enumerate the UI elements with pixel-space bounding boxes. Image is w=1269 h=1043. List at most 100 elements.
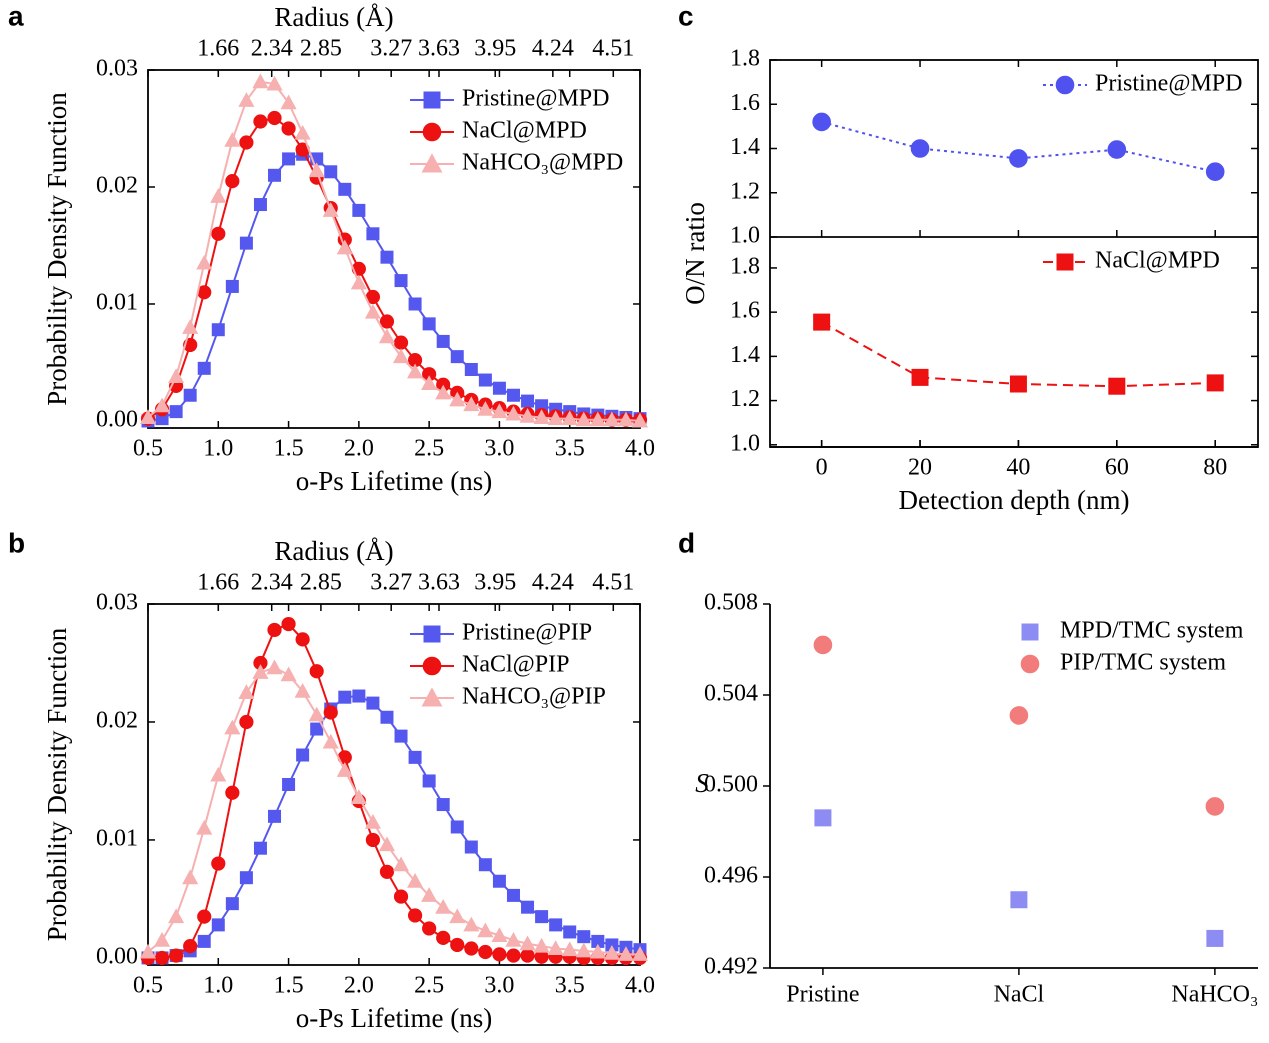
data-point bbox=[323, 705, 338, 720]
data-point bbox=[308, 162, 325, 178]
y-tick-label: 1.6 bbox=[730, 298, 760, 324]
data-point bbox=[197, 934, 211, 948]
data-point bbox=[338, 182, 352, 196]
data-point bbox=[491, 403, 508, 419]
data-point bbox=[1010, 891, 1028, 909]
data-point bbox=[1009, 706, 1029, 725]
data-point bbox=[1206, 929, 1224, 947]
legend-label: PIP/TMC system bbox=[1060, 650, 1226, 676]
data-point bbox=[422, 921, 437, 936]
data-point bbox=[449, 391, 466, 407]
legend-label: Pristine@PIP bbox=[462, 620, 592, 646]
data-point bbox=[225, 785, 240, 800]
data-point bbox=[393, 889, 409, 904]
y-tick-label: 0.492 bbox=[704, 954, 758, 980]
x-tick-label: 1.0 bbox=[203, 436, 233, 462]
data-point bbox=[392, 348, 410, 364]
x-tick-label: 20 bbox=[908, 455, 932, 481]
data-point bbox=[224, 719, 241, 735]
data-point bbox=[364, 303, 381, 319]
data-point bbox=[520, 948, 535, 963]
data-point bbox=[294, 683, 311, 698]
data-point bbox=[253, 841, 267, 855]
data-point bbox=[631, 946, 649, 961]
x2-tick-label: 3.27 bbox=[370, 570, 412, 596]
data-point bbox=[477, 401, 494, 416]
data-point bbox=[225, 897, 239, 911]
data-point bbox=[310, 722, 324, 736]
legend-label: Pristine@MPD bbox=[1095, 71, 1242, 97]
data-point bbox=[197, 361, 211, 375]
data-point bbox=[422, 774, 436, 788]
data-point bbox=[814, 809, 832, 827]
data-point bbox=[352, 689, 366, 703]
data-point bbox=[196, 819, 213, 835]
data-point bbox=[253, 114, 268, 129]
data-point bbox=[366, 227, 380, 241]
x-tick-label: 1.5 bbox=[274, 436, 304, 462]
data-point bbox=[533, 937, 550, 953]
data-point bbox=[182, 869, 199, 885]
data-point bbox=[1009, 149, 1028, 168]
data-point bbox=[365, 832, 381, 848]
x-tick-label: 1.5 bbox=[274, 973, 304, 999]
x-tick-label: 3.5 bbox=[555, 436, 585, 462]
x2-tick-label: 4.51 bbox=[592, 570, 634, 596]
y-tick-label: 1.0 bbox=[730, 430, 760, 456]
data-point bbox=[436, 930, 451, 945]
data-point bbox=[1009, 375, 1027, 393]
legend-marker bbox=[423, 625, 441, 643]
x-tick-label: 60 bbox=[1105, 455, 1129, 481]
data-point bbox=[450, 937, 465, 953]
y-tick-label: 0.508 bbox=[704, 590, 758, 616]
data-point bbox=[183, 939, 198, 954]
legend-marker bbox=[423, 91, 441, 109]
data-point bbox=[139, 409, 157, 424]
legend-label: NaCl@PIP bbox=[462, 652, 569, 678]
data-point bbox=[380, 250, 394, 264]
legend-label: Pristine@MPD bbox=[462, 86, 609, 112]
data-point bbox=[197, 909, 212, 924]
y-tick-label: 0.03 bbox=[96, 590, 138, 616]
data-point bbox=[378, 328, 396, 344]
x2-tick-label: 4.24 bbox=[532, 36, 574, 62]
data-point bbox=[617, 946, 634, 961]
legend-marker bbox=[1055, 75, 1075, 95]
data-point bbox=[603, 411, 620, 427]
data-point bbox=[547, 410, 564, 426]
x-tick-label: NaCl bbox=[994, 982, 1045, 1008]
data-point bbox=[268, 168, 282, 182]
x2-tick-label: 3.95 bbox=[474, 570, 516, 596]
data-point bbox=[280, 94, 297, 110]
data-point bbox=[813, 313, 831, 331]
x2-tick-label: 3.63 bbox=[418, 36, 460, 62]
data-point bbox=[464, 840, 478, 854]
data-point bbox=[394, 729, 408, 743]
data-point bbox=[352, 203, 366, 217]
y-tick-label: 1.8 bbox=[730, 253, 760, 279]
data-point bbox=[519, 408, 536, 423]
legend-marker bbox=[1056, 253, 1074, 271]
data-point bbox=[478, 373, 492, 387]
data-point bbox=[281, 121, 296, 136]
x2-tick-label: 3.63 bbox=[418, 570, 460, 596]
data-point bbox=[210, 766, 227, 782]
legend-label: NaHCO₃@MPD bbox=[462, 150, 623, 176]
x2-tick-label: 2.34 bbox=[251, 570, 293, 596]
y-tick-label: 1.4 bbox=[730, 342, 760, 368]
x-tick-label: 80 bbox=[1203, 455, 1227, 481]
data-point bbox=[211, 918, 225, 932]
x-axis-title: o-Ps Lifetime (ns) bbox=[296, 466, 492, 496]
data-point bbox=[168, 908, 185, 924]
series-line bbox=[147, 666, 640, 956]
data-point bbox=[492, 381, 506, 395]
legend-marker bbox=[422, 122, 442, 142]
x2-axis-title: Radius (Å) bbox=[274, 2, 393, 32]
data-point bbox=[267, 110, 282, 126]
data-point bbox=[267, 622, 282, 638]
data-point bbox=[296, 748, 310, 762]
data-point bbox=[477, 922, 494, 938]
data-point bbox=[422, 317, 436, 331]
data-point bbox=[225, 279, 239, 293]
data-point bbox=[239, 871, 253, 885]
